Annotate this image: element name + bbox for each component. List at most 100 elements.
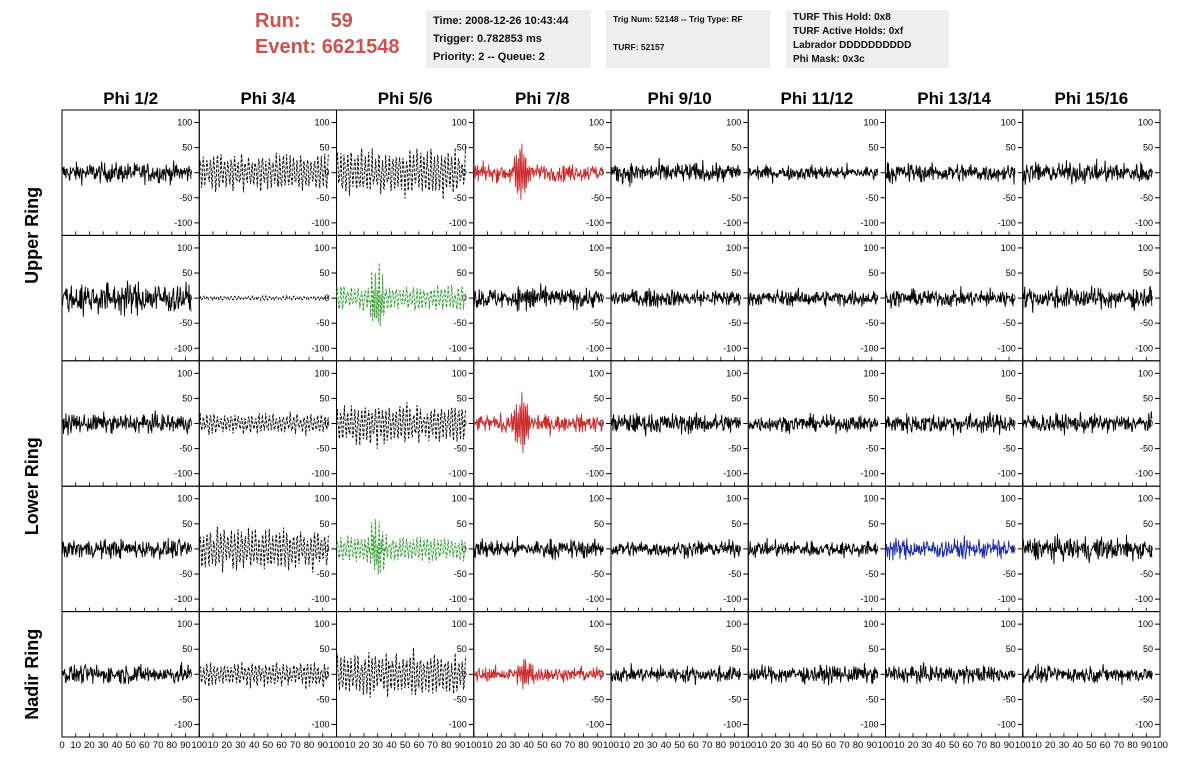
ring-label: Lower Ring [22, 437, 42, 535]
x-tick-label: 90 [317, 740, 328, 751]
y-tick-label: -50 [179, 193, 192, 203]
y-tick-label: -100 [723, 218, 741, 228]
x-tick-label: 60 [276, 740, 287, 751]
y-tick-label: 50 [731, 519, 741, 529]
time-info-box: Time: 2008-12-26 10:43:44 Trigger: 0.782… [426, 10, 591, 68]
x-tick-label: 100 [191, 740, 207, 751]
y-tick-label: 50 [1143, 268, 1153, 278]
waveform-trace [1022, 663, 1153, 685]
y-tick-label: 50 [868, 644, 878, 654]
waveform-trace [885, 286, 1015, 309]
y-tick-label: 100 [1001, 243, 1016, 253]
ring-label: Upper Ring [22, 187, 42, 284]
waveform-trace [885, 411, 1015, 436]
y-tick-label: 50 [1143, 143, 1153, 153]
y-tick-label: -100 [174, 218, 192, 228]
x-tick-label: 30 [647, 740, 658, 751]
y-tick-label: 100 [177, 619, 192, 629]
y-tick-label: 100 [863, 494, 878, 504]
trig-info-box: Trig Num: 52148 -- Trig Type: RF TURF: 5… [606, 10, 770, 68]
waveform-trace [1022, 158, 1153, 185]
x-tick-label: 80 [1127, 740, 1138, 751]
x-tick-label: 90 [455, 740, 466, 751]
y-tick-label: -50 [1140, 569, 1153, 579]
y-tick-label: -50 [865, 569, 878, 579]
y-tick-label: -100 [1135, 469, 1153, 479]
y-tick-label: 100 [452, 494, 467, 504]
y-tick-label: -100 [586, 343, 604, 353]
y-tick-label: 0 [462, 293, 467, 303]
y-tick-label: 0 [599, 419, 604, 429]
waveform-trace [1022, 285, 1153, 313]
y-tick-label: -50 [1003, 318, 1016, 328]
x-tick-label: 60 [825, 740, 836, 751]
y-tick-label: -100 [586, 719, 604, 729]
y-tick-label: 100 [314, 494, 329, 504]
x-tick-label: 70 [290, 740, 301, 751]
y-tick-label: -100 [311, 343, 329, 353]
x-tick-label: 70 [1114, 740, 1125, 751]
y-tick-label: 50 [319, 393, 329, 403]
y-tick-label: 100 [863, 619, 878, 629]
x-tick-label: 10 [70, 740, 81, 751]
waveform-trace [336, 402, 466, 449]
y-tick-label: -100 [311, 719, 329, 729]
x-tick-label: 100 [329, 740, 345, 751]
y-tick-label: -50 [1003, 569, 1016, 579]
x-tick-label: 40 [249, 740, 260, 751]
y-tick-label: -50 [591, 569, 604, 579]
y-tick-label: -100 [449, 719, 467, 729]
y-tick-label: 0 [462, 544, 467, 554]
y-tick-label: -100 [860, 469, 878, 479]
y-tick-label: -50 [179, 569, 192, 579]
y-tick-label: 100 [726, 619, 741, 629]
y-tick-label: 50 [594, 393, 604, 403]
x-tick-label: 50 [263, 740, 274, 751]
y-tick-label: 50 [594, 644, 604, 654]
x-tick-label: 10 [619, 740, 630, 751]
y-tick-label: 50 [868, 393, 878, 403]
waveform-trace [747, 287, 878, 307]
y-tick-label: -100 [1135, 343, 1153, 353]
y-tick-label: 0 [599, 669, 604, 679]
y-tick-label: -50 [728, 444, 741, 454]
y-tick-label: 100 [1001, 619, 1016, 629]
x-tick-label: 70 [976, 740, 987, 751]
y-tick-label: -100 [586, 594, 604, 604]
y-tick-label: -50 [1140, 318, 1153, 328]
x-tick-label: 30 [784, 740, 795, 751]
x-tick-label: 20 [359, 740, 370, 751]
x-tick-label: 100 [466, 740, 482, 751]
y-tick-label: -100 [586, 218, 604, 228]
y-tick-label: 50 [731, 268, 741, 278]
y-tick-label: -100 [311, 469, 329, 479]
x-tick-label: 80 [716, 740, 727, 751]
x-tick-label: 80 [304, 740, 315, 751]
y-tick-label: -100 [311, 218, 329, 228]
phi-column-header: Phi 5/6 [378, 89, 433, 108]
waveform-trace [747, 412, 878, 434]
turf-active-text: TURF Active Holds: 0xf [793, 26, 904, 37]
x-tick-label: 60 [688, 740, 699, 751]
y-tick-label: 50 [731, 644, 741, 654]
y-tick-label: 50 [594, 519, 604, 529]
y-tick-label: 0 [1148, 168, 1153, 178]
y-tick-label: -50 [591, 694, 604, 704]
phi-column-header: Phi 9/10 [647, 89, 711, 108]
x-tick-label: 70 [839, 740, 850, 751]
y-tick-label: -50 [316, 193, 329, 203]
x-tick-label: 90 [866, 740, 877, 751]
x-tick-label: 70 [565, 740, 576, 751]
y-tick-label: -50 [1140, 694, 1153, 704]
phi-column-header: Phi 1/2 [103, 89, 158, 108]
y-tick-label: -50 [454, 569, 467, 579]
x-tick-label: 100 [603, 740, 619, 751]
y-tick-label: -100 [723, 719, 741, 729]
y-tick-label: -50 [728, 193, 741, 203]
y-tick-label: 100 [589, 118, 604, 128]
waveform-trace [748, 663, 878, 686]
y-tick-label: -100 [449, 594, 467, 604]
y-tick-label: 0 [324, 168, 329, 178]
x-tick-label: 100 [878, 740, 894, 751]
